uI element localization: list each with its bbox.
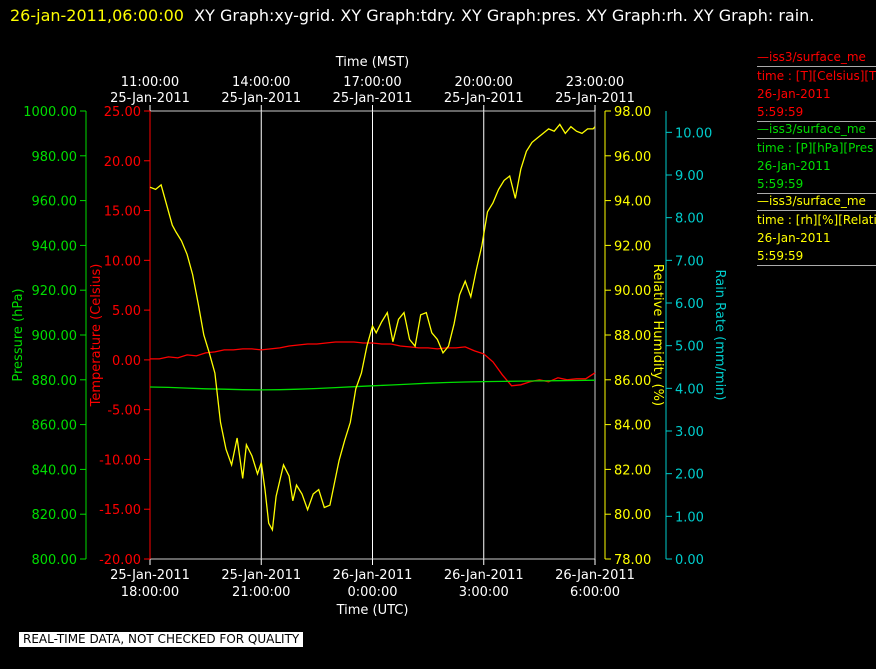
legend-time: 5:59:59	[757, 247, 876, 266]
bottom-tick-label2-3: 3:00:00	[459, 585, 509, 600]
pres-tick-label-0: 800.00	[32, 553, 78, 568]
pres-tick-label-8: 960.00	[32, 195, 78, 210]
legend-series-name: —iss3/surface_me	[757, 120, 876, 139]
tdry-axis-label: Temperature (Celsius)	[89, 264, 104, 408]
title-timestamp: 26-jan-2011,06:00:00	[10, 6, 184, 25]
series-line-pres	[149, 379, 596, 391]
series-line-rh	[149, 123, 596, 533]
rain-tick-label-9: 9.00	[675, 169, 704, 184]
rh-tick-label-6: 90.00	[614, 284, 651, 299]
tdry-tick-label-6: 10.00	[104, 254, 141, 269]
tdry-tick-label-5: 5.00	[112, 304, 141, 319]
top-tick-label-4: 23:00:00	[566, 75, 624, 90]
bottom-tick-label-0: 25-Jan-2011	[110, 568, 190, 583]
rh-tick-label-0: 78.00	[614, 553, 651, 568]
tdry-tick-label-3: -5.00	[107, 404, 141, 419]
rh-tick-label-7: 92.00	[614, 239, 651, 254]
pres-tick-label-7: 940.00	[32, 239, 78, 254]
rh-axis-label: Relative Humidity (%)	[650, 264, 665, 406]
bottom-tick-label-1: 25-Jan-2011	[221, 568, 301, 583]
rain-tick-label-7: 7.00	[675, 254, 704, 269]
legend-series-name: —iss3/surface_me	[757, 192, 876, 211]
top-tick-label2-2: 25-Jan-2011	[333, 91, 413, 106]
top-tick-label-1: 14:00:00	[232, 75, 290, 90]
pres-tick-label-6: 920.00	[32, 284, 78, 299]
pres-tick-label-3: 860.00	[32, 419, 78, 434]
legend-date: 26-Jan-2011	[757, 231, 831, 245]
legend-series-units: time : [P][hPa][Pres	[757, 141, 874, 155]
legend-series-name: —iss3/surface_me	[757, 48, 876, 67]
bottom-tick-label2-1: 21:00:00	[232, 585, 290, 600]
top-axis-label: Time (MST)	[335, 55, 410, 70]
rain-tick-label-8: 8.00	[675, 212, 704, 227]
tdry-tick-label-1: -15.00	[99, 503, 141, 518]
rh-tick-label-3: 84.00	[614, 419, 651, 434]
series-group	[149, 123, 596, 533]
bottom-tick-label2-4: 6:00:00	[570, 585, 620, 600]
rain-tick-label-6: 6.00	[675, 297, 704, 312]
rh-tick-label-4: 86.00	[614, 374, 651, 389]
pres-axis-label: Pressure (hPa)	[11, 288, 26, 381]
rain-tick-label-0: 0.00	[675, 553, 704, 568]
rh-tick-label-8: 94.00	[614, 195, 651, 210]
legend-series-units: time : [T][Celsius][T	[757, 69, 876, 83]
legend-series-units: time : [rh][%][Relati	[757, 213, 876, 227]
top-tick-label-2: 17:00:00	[343, 75, 401, 90]
bottom-tick-label-3: 26-Jan-2011	[444, 568, 524, 583]
top-tick-label2-4: 25-Jan-2011	[555, 91, 635, 106]
legend-time: 5:59:59	[757, 175, 876, 194]
pres-tick-label-9: 980.00	[32, 150, 78, 165]
top-tick-label2-3: 25-Jan-2011	[444, 91, 524, 106]
top-tick-label-0: 11:00:00	[121, 75, 179, 90]
top-tick-label2-0: 25-Jan-2011	[110, 91, 190, 106]
tdry-tick-label-9: 25.00	[104, 105, 141, 120]
rain-tick-label-4: 4.00	[675, 382, 704, 397]
disclaimer-banner: REAL-TIME DATA, NOT CHECKED FOR QUALITY	[19, 632, 304, 647]
tdry-tick-label-7: 15.00	[104, 205, 141, 220]
tdry-tick-label-4: 0.00	[112, 354, 141, 369]
axes: 25-Jan-2011 18:00:00 25-Jan-2011 21:00:00 26…	[11, 55, 727, 618]
pres-tick-label-10: 1000.00	[23, 105, 77, 120]
rh-tick-label-9: 96.00	[614, 150, 651, 165]
rain-axis-label: Rain Rate (mm/min)	[712, 269, 727, 400]
pres-tick-label-2: 840.00	[32, 463, 78, 478]
rain-tick-label-5: 5.00	[675, 340, 704, 355]
grid	[260, 111, 485, 559]
title-text: XY Graph:xy-grid. XY Graph:tdry. XY Grap…	[194, 6, 815, 25]
tdry-tick-label-0: -20.00	[99, 553, 141, 568]
rh-tick-label-2: 82.00	[614, 463, 651, 478]
rh-tick-label-10: 98.00	[614, 105, 651, 120]
pres-tick-label-5: 900.00	[32, 329, 78, 344]
rain-tick-label-3: 3.00	[675, 425, 704, 440]
top-tick-label2-1: 25-Jan-2011	[221, 91, 301, 106]
pres-tick-label-4: 880.00	[32, 374, 78, 389]
bottom-axis-label: Time (UTC)	[336, 603, 409, 618]
rain-tick-label-2: 2.00	[675, 468, 704, 483]
rh-tick-label-1: 80.00	[614, 508, 651, 523]
top-tick-label-3: 20:00:00	[455, 75, 513, 90]
rain-tick-label-1: 1.00	[675, 510, 704, 525]
tdry-tick-label-2: -10.00	[99, 453, 141, 468]
pres-tick-label-1: 820.00	[32, 508, 78, 523]
bottom-tick-label2-0: 18:00:00	[121, 585, 179, 600]
rh-tick-label-5: 88.00	[614, 329, 651, 344]
title-bar: 26-jan-2011,06:00:00 XY Graph:xy-grid. X…	[10, 2, 870, 29]
legend-date: 26-Jan-2011	[757, 87, 831, 101]
legend-time: 5:59:59	[757, 103, 876, 122]
bottom-tick-label-4: 26-Jan-2011	[555, 568, 635, 583]
bottom-tick-label-2: 26-Jan-2011	[333, 568, 413, 583]
series-line-tdry	[150, 341, 596, 387]
tdry-tick-label-8: 20.00	[104, 155, 141, 170]
rain-tick-label-10: 10.00	[675, 126, 712, 141]
bottom-tick-label2-2: 0:00:00	[347, 585, 397, 600]
legend-date: 26-Jan-2011	[757, 159, 831, 173]
